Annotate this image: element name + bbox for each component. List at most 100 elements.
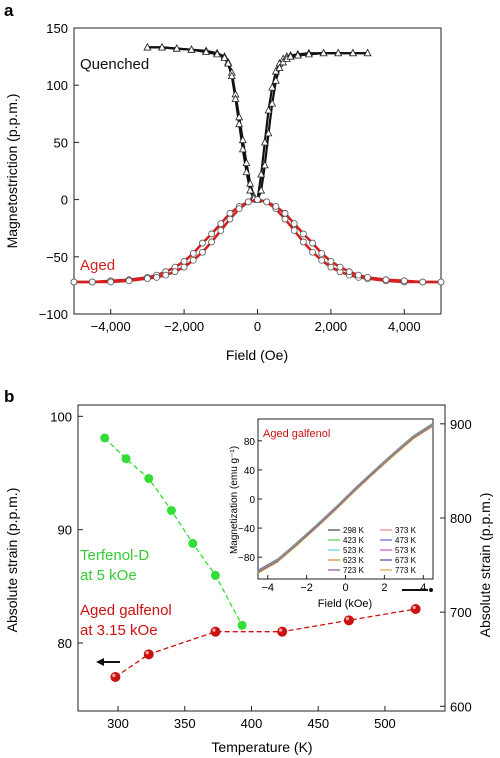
inset-y-tick-label: 80: [244, 437, 256, 448]
data-point-galfenol: [110, 672, 121, 682]
data-point-terfenol: [144, 473, 154, 483]
inset-y-tick-label: 0: [249, 495, 255, 506]
x-tick-label: 2,000: [315, 319, 348, 334]
data-point-highlight: [212, 628, 216, 632]
inset-curve: [257, 426, 434, 574]
x-tick-label: 4,000: [388, 319, 421, 334]
data-point-quenched: [224, 59, 233, 67]
data-point-terfenol: [237, 620, 247, 630]
data-point-galfenol: [410, 604, 421, 614]
inset-y-tick-label: −40: [238, 524, 255, 535]
inset-chart: Aged galfenol −4 −2 0 2 4 −80 −40 0 40 80 298 K 37…: [229, 418, 434, 610]
panel-a-label: a: [4, 1, 14, 20]
panel-b-label: b: [4, 387, 14, 406]
data-point-quenched: [213, 49, 222, 58]
data-point-aged: [107, 278, 115, 286]
inset-x-tick-label: 4: [420, 582, 426, 594]
data-point-quenched: [257, 185, 266, 194]
y-tick-label: 150: [46, 21, 68, 36]
chart-b-y2label: Absolute strain (p.p.m.): [477, 493, 493, 638]
x-tick-label: −2,000: [164, 319, 204, 334]
data-point-aged: [327, 257, 335, 265]
inset-legend-label: 723 K: [343, 566, 365, 575]
data-point-aged: [254, 196, 261, 204]
y2-tick-label: 800: [450, 511, 472, 526]
data-point-quenched: [304, 49, 313, 58]
data-point-aged: [217, 227, 225, 234]
inset-legend-label: 298 K: [343, 526, 365, 535]
series-line-aged: [74, 198, 441, 284]
data-point-aged: [400, 277, 408, 285]
data-point-aged: [345, 268, 353, 276]
chart-b-label-galfenol-line2: at 3.15 kOe: [80, 622, 158, 639]
x-tick-label: 350: [174, 716, 196, 731]
y2-tick-label: 700: [450, 605, 472, 620]
inset-y-tick-label: 40: [244, 466, 256, 477]
data-point-aged: [189, 249, 197, 257]
data-point-quenched: [271, 76, 280, 84]
data-point-aged: [355, 271, 362, 279]
data-point-aged: [226, 215, 234, 223]
data-point-quenched: [242, 158, 251, 166]
data-point-quenched: [202, 47, 211, 56]
data-point-aged: [263, 198, 271, 206]
y-tick-label: −50: [46, 250, 68, 265]
data-point-aged: [364, 273, 372, 281]
data-point-aged: [299, 238, 307, 246]
x-tick-label: 450: [307, 716, 329, 731]
data-point-aged: [244, 198, 252, 206]
data-point-quenched: [293, 51, 302, 59]
data-point-aged: [226, 209, 234, 217]
data-point-quenched: [268, 83, 277, 91]
data-point-highlight: [145, 651, 149, 655]
data-point-highlight: [112, 673, 116, 678]
x-tick-label: 500: [374, 716, 396, 731]
chart-b-frame: [77, 404, 446, 712]
data-point-aged: [162, 271, 170, 279]
data-point-quenched: [268, 99, 277, 107]
series-line-quenched: [147, 46, 368, 201]
inset-legend-label: 373 K: [395, 526, 417, 535]
data-point-aged: [318, 249, 326, 257]
data-point-aged: [88, 278, 96, 286]
data-point-aged: [382, 276, 390, 284]
data-point-quenched: [319, 48, 328, 57]
y2-tick-label: 600: [450, 699, 472, 714]
data-point-terfenol: [210, 570, 220, 580]
data-point-highlight: [412, 605, 416, 610]
chart-a-annotation-aged: Aged: [80, 257, 115, 274]
inset-legend-label: 623 K: [343, 556, 365, 565]
chart-a-annotation-quenched: Quenched: [80, 56, 149, 73]
data-point-quenched: [246, 185, 255, 194]
data-point-aged: [281, 215, 289, 223]
chart-b-label-galfenol-line1: Aged galfenol: [80, 602, 172, 619]
inset-xlabel: Field (kOe): [318, 598, 372, 610]
data-point-highlight: [345, 617, 350, 621]
inset-x-tick-label: −2: [300, 582, 313, 594]
galfenol-arrow: [96, 658, 120, 666]
inset-legend-label: 673 K: [395, 556, 417, 565]
y-tick-label: 0: [61, 193, 68, 208]
data-point-aged: [272, 203, 280, 210]
inset-legend-label: 523 K: [343, 546, 365, 555]
inset-x-tick-label: −4: [261, 582, 274, 594]
inset-y-tick-label: −80: [238, 553, 255, 564]
data-point-quenched: [264, 128, 273, 137]
data-point-quenched: [235, 119, 244, 128]
data-point-quenched: [363, 48, 372, 57]
y-tick-label: 50: [54, 135, 68, 150]
data-point-quenched: [286, 52, 295, 60]
data-point-aged: [125, 277, 133, 285]
y-tick-label: −100: [39, 307, 68, 322]
data-point-aged: [70, 278, 78, 286]
chart-a-ylabel: Magnetostriction (p.p.m.): [4, 94, 20, 249]
data-point-galfenol: [277, 626, 288, 637]
y-tick-label: 80: [58, 636, 72, 651]
data-point-quenched: [158, 42, 167, 51]
data-point-galfenol: [210, 626, 221, 637]
data-point-galfenol: [343, 615, 354, 626]
data-point-quenched: [257, 169, 266, 178]
chart-b-xlabel: Temperature (K): [211, 739, 312, 755]
series-line-terfenol: [104, 437, 243, 626]
